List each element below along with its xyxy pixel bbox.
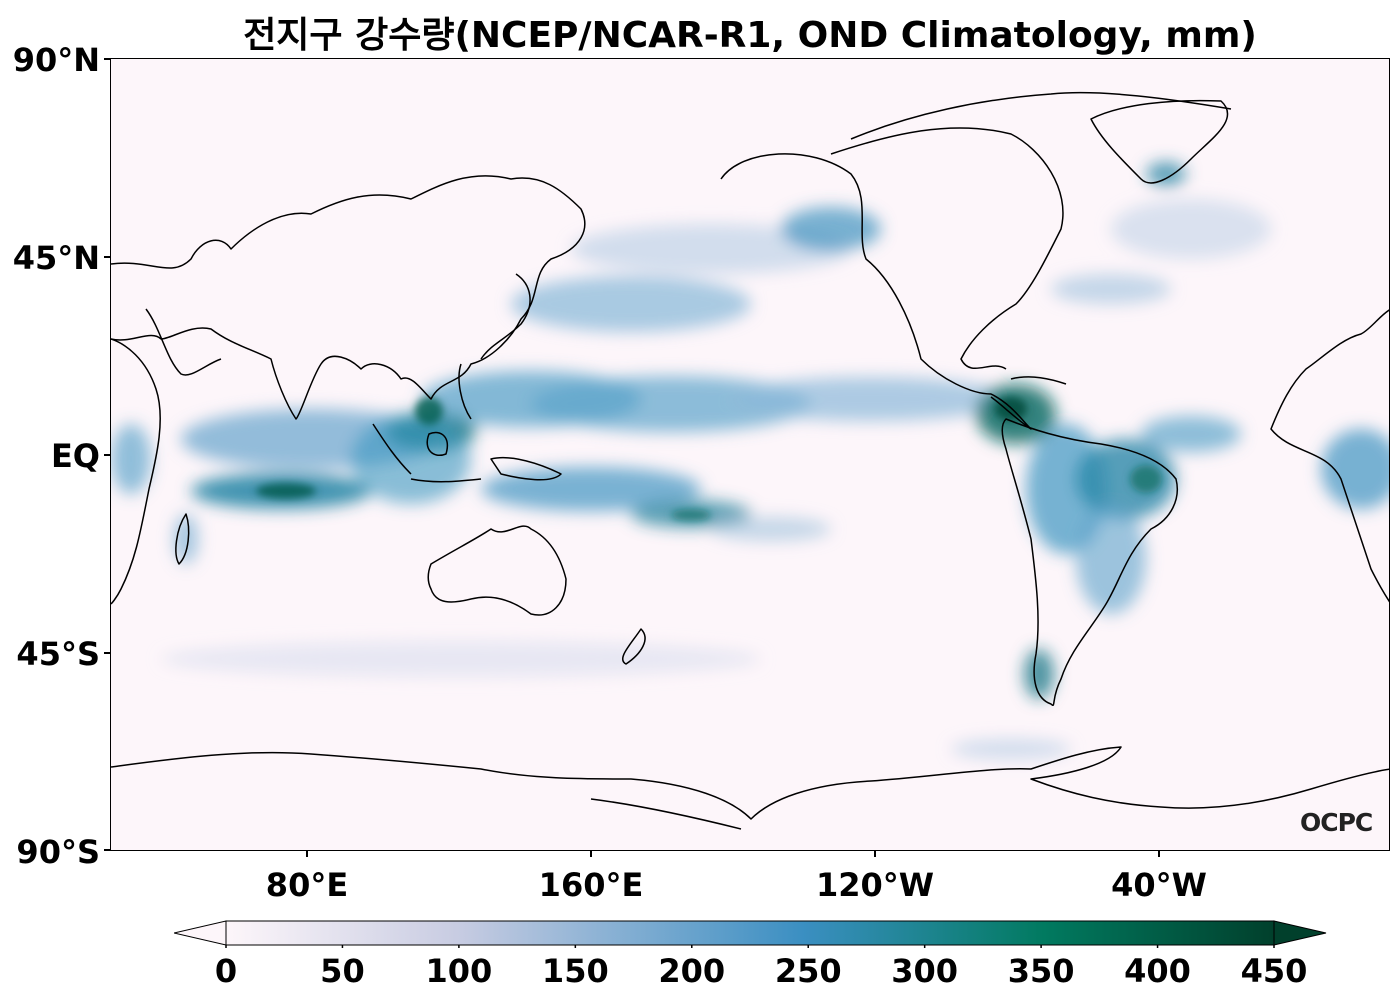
colorbar-tick-label: 400 — [1124, 952, 1191, 990]
lat-tick — [104, 849, 110, 851]
colorbar-tick-label: 300 — [891, 952, 959, 990]
colorbar-gradient — [225, 920, 1275, 946]
precipitation-map — [110, 58, 1390, 851]
lat-label-45s: 45°S — [16, 635, 100, 673]
lon-label-80e: 80°E — [265, 866, 349, 904]
lat-tick — [104, 58, 110, 60]
lat-label-eq: EQ — [50, 437, 100, 475]
colorbar-tick-label: 0 — [214, 952, 238, 990]
colorbar-tick-label: 350 — [1007, 952, 1075, 990]
lat-label-90s: 90°S — [16, 833, 100, 871]
lat-tick — [104, 652, 110, 654]
colorbar-tick-label: 200 — [658, 952, 726, 990]
colorbar-tick-label: 100 — [425, 952, 493, 990]
lon-tick — [590, 851, 592, 857]
lat-tick — [104, 256, 110, 258]
lon-tick — [874, 851, 876, 857]
precipitation-field — [111, 162, 1389, 759]
colorbar-max-extend — [1273, 920, 1327, 946]
lat-tick — [104, 454, 110, 456]
ocpc-watermark: OCPC — [1300, 808, 1373, 837]
lon-label-120w: 120°W — [815, 866, 935, 904]
coastlines — [111, 91, 1389, 830]
lon-label-160e: 160°E — [538, 866, 644, 904]
colorbar-tick-label: 150 — [541, 952, 609, 990]
lon-tick — [1158, 851, 1160, 857]
colorbar-tick-label: 450 — [1240, 952, 1308, 990]
lat-label-90n: 90°N — [12, 41, 100, 79]
lon-label-40w: 40°W — [1111, 866, 1207, 904]
lon-tick — [306, 851, 308, 857]
lat-label-45n: 45°N — [12, 239, 100, 277]
precipitation-peaks — [256, 397, 1162, 521]
colorbar-tick-label: 50 — [320, 952, 365, 990]
map-title: 전지구 강수량(NCEP/NCAR-R1, OND Climatology, m… — [243, 15, 1257, 56]
colorbar-min-extend — [174, 920, 227, 946]
colorbar — [174, 920, 1327, 948]
colorbar-tick-label: 250 — [774, 952, 842, 990]
